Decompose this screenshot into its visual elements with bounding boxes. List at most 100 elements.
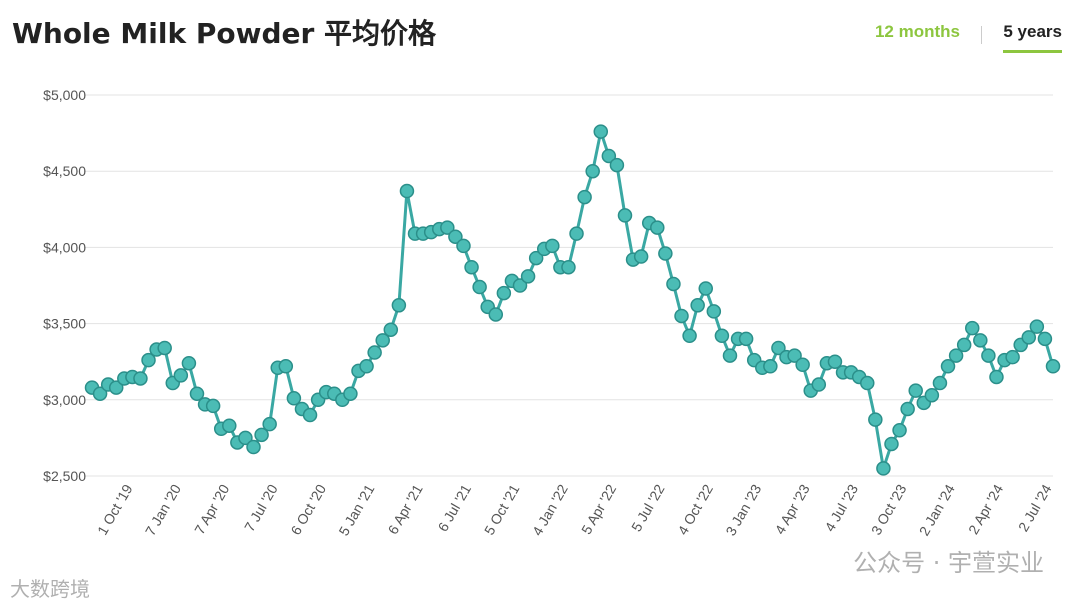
data-point[interactable] (464, 259, 479, 275)
data-point[interactable] (577, 189, 592, 205)
x-tick-label: 4 Jul '23 (821, 481, 861, 534)
data-point[interactable] (92, 386, 108, 401)
series-points (84, 124, 1061, 476)
data-point[interactable] (448, 229, 463, 244)
data-point[interactable] (440, 220, 455, 235)
data-point[interactable] (876, 461, 891, 476)
x-tick-label: 2 Jan '24 (916, 481, 958, 538)
data-point[interactable] (650, 220, 665, 235)
data-point[interactable] (787, 348, 802, 363)
y-tick-label: $2,500 (43, 468, 86, 484)
data-point[interactable] (359, 359, 374, 374)
tab-12-months[interactable]: 12 months (874, 22, 960, 41)
data-point[interactable] (868, 412, 883, 427)
x-tick-label: 6 Jul '21 (434, 481, 474, 534)
data-point[interactable] (472, 279, 487, 295)
data-point[interactable] (496, 285, 512, 301)
data-point[interactable] (989, 369, 1004, 385)
data-point[interactable] (173, 368, 189, 383)
data-point[interactable] (964, 320, 980, 336)
x-tick-label: 5 Jul '22 (628, 481, 668, 534)
data-point[interactable] (593, 124, 609, 139)
x-tick-label: 3 Oct '23 (868, 481, 910, 537)
data-point[interactable] (932, 375, 948, 391)
data-point[interactable] (609, 157, 625, 173)
data-point[interactable] (658, 246, 673, 261)
data-point[interactable] (738, 331, 754, 347)
data-point[interactable] (714, 328, 730, 344)
data-point[interactable] (222, 418, 237, 433)
data-point[interactable] (488, 307, 504, 322)
data-point[interactable] (157, 340, 172, 356)
data-point[interactable] (601, 148, 617, 164)
data-point[interactable] (189, 386, 205, 401)
data-point[interactable] (690, 298, 705, 313)
x-tick-label: 7 Jan '20 (142, 481, 184, 538)
x-tick-label: 2 Jul '24 (1015, 481, 1055, 534)
x-tick-label: 4 Jan '22 (529, 481, 571, 538)
data-point[interactable] (545, 238, 560, 254)
data-point[interactable] (940, 359, 956, 374)
data-point[interactable] (892, 423, 907, 438)
data-point[interactable] (512, 278, 528, 293)
x-tick-label: 5 Jan '21 (335, 481, 377, 538)
data-point[interactable] (617, 208, 633, 223)
data-point[interactable] (1021, 330, 1037, 345)
data-point[interactable] (569, 226, 584, 241)
data-point[interactable] (302, 407, 318, 423)
data-point[interactable] (771, 340, 786, 356)
data-point[interactable] (633, 249, 649, 264)
data-point[interactable] (520, 269, 536, 284)
data-point[interactable] (924, 387, 940, 403)
data-point[interactable] (391, 298, 407, 313)
data-point[interactable] (399, 183, 415, 199)
data-point[interactable] (1029, 319, 1045, 334)
data-point[interactable] (367, 345, 382, 360)
data-point[interactable] (254, 427, 269, 443)
data-point[interactable] (666, 276, 681, 292)
data-point[interactable] (908, 383, 923, 398)
data-point[interactable] (375, 333, 390, 348)
data-point[interactable] (981, 348, 996, 363)
data-point[interactable] (561, 259, 576, 275)
data-point[interactable] (827, 354, 843, 369)
data-point[interactable] (528, 250, 544, 266)
data-point[interactable] (383, 322, 399, 337)
data-point[interactable] (133, 371, 148, 386)
data-point[interactable] (811, 377, 827, 392)
data-point[interactable] (1005, 349, 1020, 365)
data-point[interactable] (205, 398, 221, 414)
data-point[interactable] (141, 352, 156, 368)
data-point[interactable] (795, 357, 810, 372)
data-point[interactable] (722, 348, 738, 363)
data-point[interactable] (246, 439, 261, 455)
tab-5-years[interactable]: 5 years (1003, 22, 1062, 53)
data-point[interactable] (674, 308, 689, 324)
data-point[interactable] (682, 328, 697, 344)
data-point[interactable] (763, 359, 778, 374)
data-point[interactable] (181, 355, 197, 371)
data-point[interactable] (860, 375, 875, 391)
data-point[interactable] (973, 333, 988, 348)
data-point[interactable] (456, 238, 471, 254)
data-point[interactable] (900, 401, 915, 417)
data-point[interactable] (286, 391, 302, 406)
watermark-bottom-right: 公众号 · 宇萱实业 (853, 549, 1044, 577)
data-point[interactable] (262, 416, 277, 432)
data-point[interactable] (698, 281, 713, 296)
data-point[interactable] (585, 163, 600, 179)
data-point[interactable] (238, 430, 253, 446)
data-point[interactable] (108, 380, 124, 395)
data-point[interactable] (1045, 359, 1061, 374)
data-point[interactable] (1037, 331, 1053, 347)
data-point[interactable] (343, 386, 358, 401)
x-tick-label: 5 Apr '22 (578, 481, 619, 537)
tab-divider (981, 26, 982, 44)
data-point[interactable] (884, 436, 899, 452)
data-point[interactable] (948, 348, 964, 363)
y-tick-label: $4,000 (43, 239, 86, 255)
data-point[interactable] (956, 337, 972, 353)
data-point[interactable] (278, 359, 294, 374)
data-point[interactable] (706, 304, 722, 319)
x-tick-label: 6 Oct '20 (287, 481, 329, 537)
